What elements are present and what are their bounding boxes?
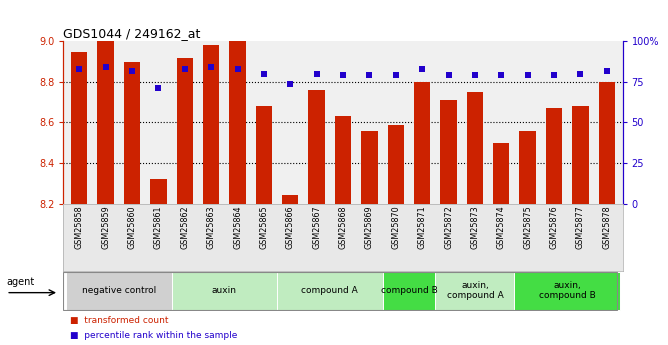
Text: auxin,
compound A: auxin, compound A <box>446 281 503 300</box>
Bar <box>440 100 457 204</box>
Text: GDS1044 / 249162_at: GDS1044 / 249162_at <box>63 27 201 40</box>
Bar <box>599 82 615 204</box>
Point <box>522 73 533 78</box>
Point <box>153 86 164 91</box>
Text: GSM25861: GSM25861 <box>154 206 163 249</box>
Point <box>206 65 216 70</box>
Text: GSM25864: GSM25864 <box>233 206 242 249</box>
Bar <box>277 272 383 310</box>
Point <box>180 66 190 72</box>
Text: GSM25867: GSM25867 <box>312 206 321 249</box>
Bar <box>256 106 272 204</box>
Bar <box>98 39 114 204</box>
Bar <box>361 130 377 204</box>
Text: GSM25866: GSM25866 <box>286 206 295 249</box>
Text: GSM25875: GSM25875 <box>523 206 532 249</box>
Point <box>74 66 85 72</box>
Bar <box>229 39 246 204</box>
Bar <box>66 272 172 310</box>
Text: GSM25878: GSM25878 <box>603 206 611 249</box>
Bar <box>383 272 436 310</box>
Text: GSM25863: GSM25863 <box>206 206 216 249</box>
Text: negative control: negative control <box>81 286 156 295</box>
Text: GSM25874: GSM25874 <box>497 206 506 249</box>
Bar <box>546 108 562 204</box>
Point <box>601 68 612 73</box>
Text: ■  percentile rank within the sample: ■ percentile rank within the sample <box>70 331 238 339</box>
Text: compound A: compound A <box>301 286 358 295</box>
Point <box>100 65 111 70</box>
Text: GSM25870: GSM25870 <box>391 206 400 249</box>
Bar <box>514 272 620 310</box>
Point <box>232 66 243 72</box>
Text: GSM25876: GSM25876 <box>550 206 558 249</box>
Point <box>285 81 296 86</box>
Bar <box>387 125 404 204</box>
Point <box>311 71 322 77</box>
Text: GSM25859: GSM25859 <box>101 206 110 249</box>
Text: GSM25877: GSM25877 <box>576 206 585 249</box>
Bar <box>572 106 589 204</box>
Point <box>443 73 454 78</box>
Text: GSM25858: GSM25858 <box>75 206 84 249</box>
Bar <box>436 272 514 310</box>
Text: GSM25869: GSM25869 <box>365 206 374 249</box>
Bar <box>309 90 325 204</box>
Bar <box>520 130 536 204</box>
Point <box>127 68 138 73</box>
Point <box>575 71 586 77</box>
Bar <box>150 179 166 204</box>
Bar <box>203 46 219 204</box>
Text: GSM25873: GSM25873 <box>470 206 480 249</box>
Point <box>496 73 506 78</box>
Bar <box>414 82 430 204</box>
Point <box>259 71 269 77</box>
Text: ■  transformed count: ■ transformed count <box>70 316 168 325</box>
Text: agent: agent <box>6 277 35 287</box>
Point <box>364 73 375 78</box>
Text: GSM25862: GSM25862 <box>180 206 189 249</box>
Point <box>337 73 349 78</box>
Point <box>417 66 428 72</box>
Bar <box>335 116 351 204</box>
Bar <box>493 143 510 204</box>
Text: GSM25871: GSM25871 <box>418 206 427 249</box>
Text: auxin: auxin <box>212 286 237 295</box>
Bar <box>71 51 88 204</box>
Point <box>470 73 480 78</box>
Text: auxin,
compound B: auxin, compound B <box>539 281 596 300</box>
Bar <box>176 58 193 204</box>
Point <box>390 73 401 78</box>
Text: GSM25865: GSM25865 <box>259 206 269 249</box>
Text: GSM25872: GSM25872 <box>444 206 453 249</box>
Point <box>548 73 559 78</box>
Text: GSM25868: GSM25868 <box>339 206 347 249</box>
Bar <box>172 272 277 310</box>
Text: GSM25860: GSM25860 <box>128 206 136 249</box>
Text: compound B: compound B <box>381 286 438 295</box>
Bar <box>467 92 483 204</box>
Bar <box>124 62 140 204</box>
Bar <box>282 195 299 204</box>
